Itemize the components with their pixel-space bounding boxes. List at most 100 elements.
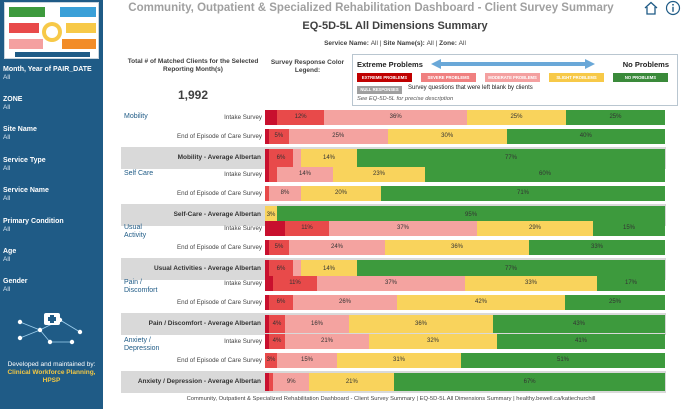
bar-segment (265, 334, 269, 349)
survey-row-label: End of Episode of Care Survey (177, 299, 262, 306)
legend-chip: SLIGHT PROBLEMS (549, 73, 604, 82)
bar-segment: 15% (593, 221, 665, 236)
average-row-label: Self-Care - Average Albertan (173, 211, 261, 218)
double-arrow-icon (431, 59, 595, 69)
bar-segment (269, 373, 274, 391)
filter-summary: Zone: All (439, 40, 466, 47)
sidebar-filter[interactable]: Primary Condition All (3, 218, 101, 234)
bar-segment: 14% (301, 260, 357, 278)
survey-row-label: Intake Survey (224, 280, 262, 287)
survey-row-label: End of Episode of Care Survey (177, 190, 262, 197)
legend-note: See EQ-5D-5L for precise description (357, 96, 454, 102)
legend-null-text: Survey questions that were left blank by… (408, 85, 533, 91)
sidebar-filter[interactable]: Service Name All (3, 187, 101, 203)
page-title: Community, Outpatient & Specialized Reha… (128, 2, 614, 14)
sidebar-filter[interactable]: Month, Year of PAIR_DATE All (3, 66, 101, 82)
bar-segment: 25% (565, 110, 665, 125)
bar-segment: 8% (269, 186, 301, 201)
home-icon[interactable] (643, 0, 659, 16)
legend-extreme-label: Extreme Problems (357, 60, 423, 69)
bar-segment: 3% (265, 353, 277, 368)
sidebar-filter-value[interactable]: All (3, 195, 11, 202)
bar-segment (265, 110, 277, 125)
sidebar-filter-value[interactable]: All (3, 286, 11, 293)
bar-segment: 6% (269, 149, 293, 167)
survey-row-label: Intake Survey (224, 225, 262, 232)
bar-segment: 3% (265, 206, 278, 224)
average-row-label: Anxiety / Depression - Average Albertan (137, 378, 261, 385)
bar-segment: 60% (425, 167, 665, 182)
stacked-bar: 5% 24% 36% 33% (265, 240, 665, 255)
survey-row-label: Intake Survey (224, 114, 262, 121)
bar-segment: 41% (497, 334, 665, 349)
bar-segment: 24% (289, 240, 385, 255)
sidebar-filter-value[interactable]: All (3, 134, 11, 141)
sidebar-filter[interactable]: ZONE All (3, 96, 101, 112)
bar-segment: 20% (301, 186, 381, 201)
survey-row-label: End of Episode of Care Survey (177, 357, 262, 364)
dimension-label: Mobility (124, 113, 148, 120)
bar-segment: 21% (309, 373, 395, 391)
bar-segment (293, 149, 301, 167)
bar-segment: 43% (493, 315, 665, 333)
legend-chip: NO PROBLEMS (613, 73, 668, 82)
bar-segment: 9% (273, 373, 310, 391)
sidebar: Month, Year of PAIR_DATE All ZONE All Site N… (0, 0, 103, 409)
report-subtitle: EQ-5D-5L All Dimensions Summary (302, 20, 488, 32)
sidebar-filter-value[interactable]: All (3, 74, 11, 81)
bar-segment: 4% (269, 334, 285, 349)
bar-segment: 14% (277, 167, 333, 182)
sidebar-filter-label: Site Name (3, 126, 37, 133)
sidebar-filter-label: Gender (3, 278, 28, 285)
bar-segment (265, 276, 273, 291)
legend-chip: SEVERE PROBLEMS (421, 73, 476, 82)
sidebar-filter-value[interactable]: All (3, 226, 11, 233)
stacked-bar: 5% 25% 30% 40% (265, 129, 665, 144)
stacked-bar: 4% 16% 36% 43% (265, 315, 665, 333)
stacked-bar: 6% 14% 77% (265, 149, 665, 167)
bar-segment: 30% (387, 129, 507, 144)
bar-segment: 29% (477, 221, 593, 236)
bar-segment (265, 167, 269, 182)
developed-by: Developed and maintained by: Clinical Wo… (2, 361, 101, 385)
sidebar-filter-label: Primary Condition (3, 218, 64, 225)
sidebar-filter[interactable]: Gender All (3, 278, 101, 294)
bar-segment (265, 373, 270, 391)
sidebar-filter-value[interactable]: All (3, 165, 11, 172)
bar-segment: 17% (597, 276, 665, 291)
legend-no-problems-label: No Problems (622, 60, 669, 69)
bar-segment (265, 240, 269, 255)
bar-segment: 5% (269, 240, 289, 255)
sidebar-filter[interactable]: Service Type All (3, 157, 101, 173)
bar-segment: 37% (317, 276, 465, 291)
bar-segment: 33% (465, 276, 597, 291)
bar-segment: 42% (397, 295, 565, 310)
sidebar-filter-label: Service Name (3, 187, 49, 194)
bar-segment: 32% (369, 334, 497, 349)
bar-segment (265, 186, 269, 201)
sidebar-filter[interactable]: Site Name All (3, 126, 101, 142)
developed-by-label: Developed and maintained by: (7, 361, 96, 368)
stacked-bar: 6% 14% 77% (265, 260, 665, 278)
legend-chip: EXTREME PROBLEMS (357, 73, 412, 82)
survey-row-label: Intake Survey (224, 171, 262, 178)
info-icon[interactable] (665, 0, 681, 16)
bar-segment: 4% (269, 315, 285, 333)
sidebar-filter-value[interactable]: All (3, 256, 11, 263)
bar-segment: 37% (329, 221, 477, 236)
sidebar-filter-value[interactable]: All (3, 104, 11, 111)
bar-segment: 67% (394, 373, 665, 391)
sidebar-filter-label: Age (3, 248, 17, 255)
page-footer: Community, Outpatient & Specialized Reha… (186, 396, 596, 402)
sidebar-filter-label: Service Type (3, 157, 46, 164)
color-legend: Extreme Problems No Problems EXTREME PRO… (352, 54, 678, 106)
stacked-bar: 3% 15% 31% 51% (265, 353, 665, 368)
bar-segment (269, 167, 277, 182)
bar-segment (265, 295, 269, 310)
bar-segment: 31% (337, 353, 461, 368)
network-icon (10, 312, 90, 348)
sidebar-filter[interactable]: Age All (3, 248, 101, 264)
bar-segment: 11% (285, 221, 329, 236)
bar-segment: 6% (269, 260, 293, 278)
